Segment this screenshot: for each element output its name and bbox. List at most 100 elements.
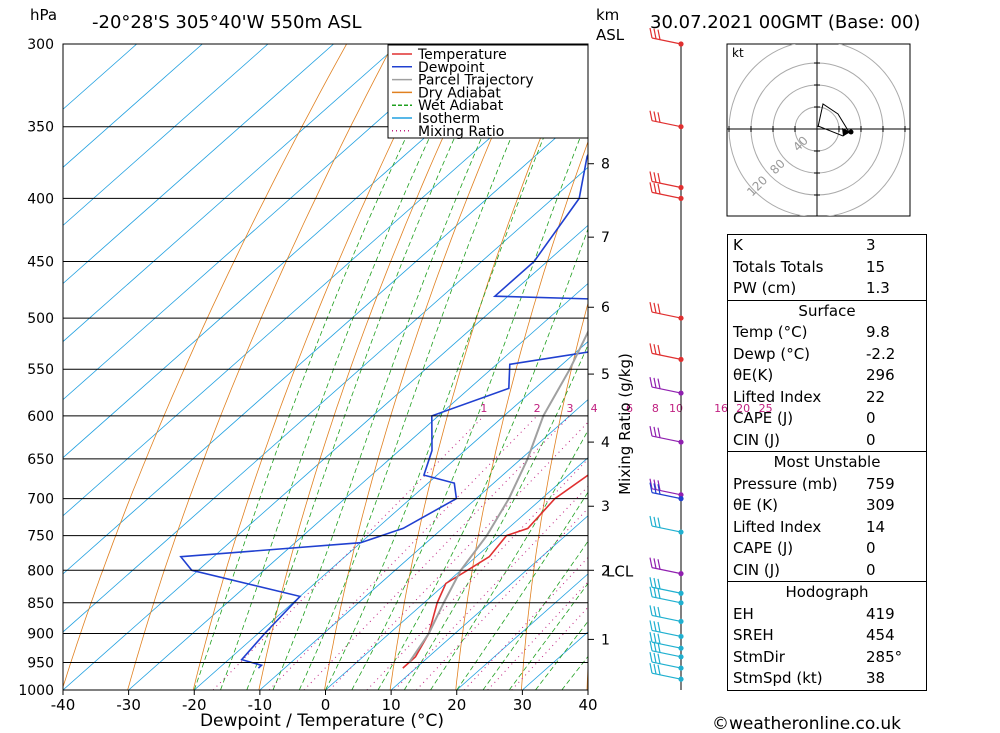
wind-barb: [651, 492, 682, 500]
mixing-ratio-label: 25: [759, 402, 773, 415]
mixing-ratio-line: [268, 415, 538, 690]
isotherm-line: [63, 50, 588, 517]
index-label: θE (K): [733, 496, 778, 514]
wind-barb-feather: [657, 378, 661, 389]
index-row: Lifted Index 14: [728, 517, 926, 539]
mixing-ratio-label: 1: [480, 402, 487, 415]
hodograph-indices: Hodograph EH 419 SREH 454 StmDir 285° StmSpd (…: [727, 581, 927, 691]
index-value: 309: [866, 496, 895, 514]
index-label: CIN (J): [733, 560, 781, 579]
isotherm-line: [259, 399, 588, 690]
index-row: CAPE (J) 0: [728, 538, 926, 560]
dry-adiabat-line: [521, 301, 588, 690]
index-label: EH: [733, 604, 754, 623]
index-label: Totals Totals: [733, 257, 824, 276]
wind-barb: [651, 641, 682, 649]
mixing-ratio-label: 10: [669, 402, 683, 415]
wind-barb-feather: [657, 303, 661, 314]
index-row: StmSpd (kt) 38: [728, 668, 926, 690]
storm-motion-point: [848, 129, 854, 135]
surface-title: Surface: [798, 301, 856, 320]
wind-barb-feather: [649, 663, 653, 674]
hodograph-title: Hodograph: [785, 583, 869, 601]
index-value: -2.2: [866, 344, 896, 363]
mixing-ratio-label: 6: [626, 402, 633, 415]
storm-motion-arrow: [842, 128, 851, 136]
index-value: 419: [866, 604, 895, 623]
mixing-ratio-label: 20: [736, 402, 750, 415]
wind-barb: [651, 596, 682, 604]
index-row: θE (K) 309: [728, 495, 926, 517]
height-unit-asl: ASL: [596, 26, 625, 44]
x-tick-label: -10: [248, 696, 273, 714]
index-value: 0: [866, 409, 876, 427]
legend-entry: Mixing Ratio: [418, 124, 504, 140]
wet-adiabat-line: [508, 582, 588, 690]
indices-panel: K 3 Totals Totals 15 PW (cm) 1.3 Surface Temp…: [727, 234, 927, 691]
dry-adiabat-line: [258, 44, 487, 690]
isotherm-line: [63, 44, 531, 459]
index-label: Pressure (mb): [733, 474, 838, 493]
wind-barb: [651, 650, 682, 658]
index-value: 0: [866, 539, 876, 557]
pressure-tick-label: 900: [27, 626, 54, 642]
pressure-tick-label: 950: [27, 655, 54, 671]
isotherm-line: [63, 108, 588, 575]
wind-barb-feather: [649, 577, 653, 588]
wet-adiabat-line: [246, 44, 498, 690]
pressure-tick-label: 800: [27, 563, 54, 579]
isotherm-line: [63, 44, 269, 226]
index-label: K: [733, 236, 743, 254]
wind-barb-feather: [657, 606, 661, 618]
wind-barb-feather: [649, 27, 653, 39]
wind-barb-feather: [649, 301, 653, 313]
isotherm-line: [456, 573, 588, 690]
hodograph-frame: [726, 43, 911, 217]
index-label: Lifted Index: [733, 517, 822, 536]
x-tick-label: 10: [382, 696, 401, 714]
index-value: 22: [866, 387, 886, 406]
pressure-tick-label: 750: [27, 529, 54, 545]
index-label: Lifted Index: [733, 387, 822, 406]
index-row: SREH 454: [728, 625, 926, 647]
wind-barb-feather: [653, 28, 657, 39]
wind-barb-feather: [649, 620, 653, 631]
pressure-tick-label: 450: [27, 255, 54, 271]
index-label: Temp (°C): [733, 323, 808, 341]
dry-adiabat-line: [127, 44, 394, 690]
index-label: CAPE (J): [733, 539, 794, 557]
wind-barb: [651, 352, 682, 360]
wind-barb-feather: [653, 426, 657, 438]
wind-barb-feather: [649, 478, 653, 489]
wind-barb: [651, 525, 682, 533]
index-row: Pressure (mb) 759: [728, 474, 926, 496]
wind-barb-feather: [653, 641, 657, 652]
wind-barb-feather: [649, 651, 653, 663]
wind-barb: [651, 311, 682, 319]
index-value: 0: [866, 430, 876, 449]
wind-barb-feather: [657, 29, 661, 40]
pressure-tick-label: 1000: [18, 683, 54, 699]
datetime-title: 30.07.2021 00GMT (Base: 00): [650, 12, 920, 33]
wind-barb-feather: [657, 664, 661, 675]
mixing-ratio-line: [511, 606, 588, 690]
index-label: CIN (J): [733, 430, 781, 449]
x-tick-label: 0: [321, 696, 331, 714]
pressure-tick-label: 550: [27, 362, 54, 378]
index-row: PW (cm) 1.3: [728, 278, 926, 300]
wet-adiabat-line: [298, 44, 552, 690]
index-value: 454: [866, 626, 895, 644]
index-label: CAPE (J): [733, 409, 794, 427]
wet-adiabat-line: [220, 44, 475, 690]
x-tick-label: 40: [578, 696, 597, 714]
mixing-ratio-label: 16: [714, 402, 728, 415]
pressure-unit: hPa: [30, 6, 57, 24]
legend-entry: Dewpoint: [418, 60, 485, 76]
wind-barb: [651, 191, 682, 199]
isotherm-line: [63, 44, 400, 343]
wind-barb: [651, 180, 682, 189]
isotherm-line: [63, 44, 334, 285]
wind-barb-feather: [653, 302, 657, 314]
x-tick-label: -30: [116, 696, 141, 714]
